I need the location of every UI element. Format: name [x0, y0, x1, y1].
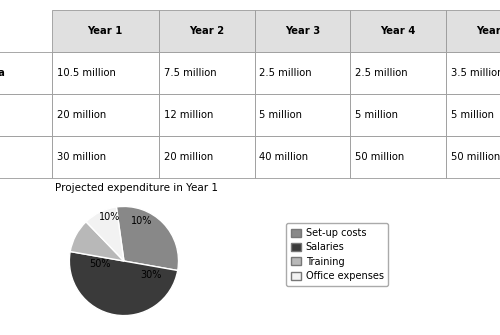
- Text: 10%: 10%: [131, 216, 152, 226]
- Wedge shape: [86, 207, 124, 261]
- Text: 10%: 10%: [99, 212, 120, 222]
- Text: 50%: 50%: [89, 259, 110, 269]
- Text: Projected expenditure in Year 1: Projected expenditure in Year 1: [54, 183, 218, 193]
- Wedge shape: [70, 252, 178, 316]
- Wedge shape: [70, 222, 124, 261]
- Legend: Set-up costs, Salaries, Training, Office expenses: Set-up costs, Salaries, Training, Office…: [286, 223, 388, 286]
- Wedge shape: [116, 206, 178, 270]
- Text: 30%: 30%: [140, 270, 162, 280]
